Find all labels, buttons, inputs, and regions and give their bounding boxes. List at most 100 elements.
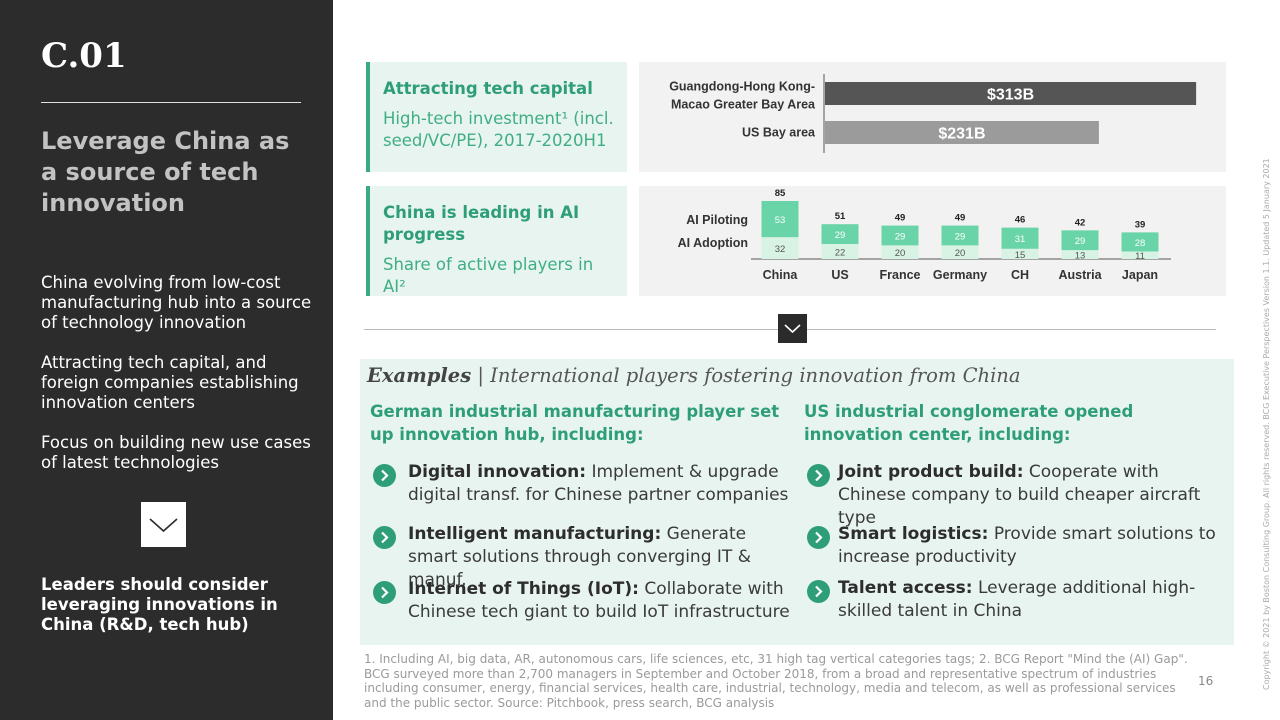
- item-bold: Digital innovation:: [408, 462, 587, 482]
- category-label: US Bay area: [742, 126, 816, 140]
- list-item-text: Smart logistics: Provide smart solutions…: [838, 523, 1224, 569]
- chevron-right-circle-icon: [373, 581, 396, 604]
- item-bold: Joint product build:: [838, 462, 1024, 482]
- bar-adoption: [761, 237, 799, 259]
- total-value-label: 49: [895, 213, 906, 224]
- adoption-value-label: 15: [1015, 250, 1026, 261]
- chevron-right-circle-icon: [807, 464, 830, 487]
- bar-adoption: [881, 245, 919, 259]
- list-item-text: Joint product build: Cooperate with Chin…: [838, 461, 1224, 530]
- bar-value-label: $231B: [938, 126, 985, 143]
- page-number: 16: [1198, 674, 1214, 688]
- bar-piloting: [1061, 230, 1099, 251]
- example-column-us: US industrial conglomerate opened innova…: [804, 400, 1224, 621]
- chevron-right-circle-icon: [373, 526, 396, 549]
- adoption-value-label: 11: [1135, 251, 1145, 262]
- piloting-value-label: 29: [835, 230, 846, 241]
- left-panel: C.01 Leverage China as a source of tech …: [0, 0, 333, 720]
- bar-adoption: [1061, 250, 1099, 259]
- stat-box-ai-progress: China is leading in AI progress Share of…: [366, 186, 627, 296]
- bar-adoption: [941, 245, 979, 259]
- list-item-text: Intelligent manufacturing: Generate smar…: [408, 523, 790, 592]
- bar-value-label: $313B: [987, 87, 1034, 104]
- example-heading: US industrial conglomerate opened innova…: [804, 402, 1134, 444]
- examples-title-text: International players fostering innovati…: [490, 364, 1021, 387]
- adoption-value-label: 20: [955, 248, 966, 259]
- bar: [825, 82, 1197, 105]
- item-text: Collaborate with Chinese tech giant to b…: [408, 579, 790, 622]
- bar-piloting: [941, 225, 979, 246]
- item-text: Provide smart solutions to increase prod…: [838, 524, 1216, 567]
- divider: [41, 102, 301, 103]
- legend-label-piloting: AI Piloting: [686, 213, 748, 227]
- bar-adoption: [1121, 251, 1159, 259]
- investment-chart-panel: $313B Guangdong-Hong Kong- Macao Greater B…: [639, 62, 1226, 172]
- item-bold: Talent access:: [838, 578, 973, 598]
- bar-piloting: [881, 225, 919, 246]
- bar-piloting: [761, 201, 799, 238]
- list-item-text: Internet of Things (IoT): Collaborate wi…: [408, 578, 790, 624]
- piloting-value-label: 29: [895, 231, 906, 242]
- chevron-right-circle-icon: [807, 526, 830, 549]
- legend-label-adoption: AI Adoption: [678, 236, 748, 250]
- adoption-value-label: 22: [835, 247, 846, 258]
- category-label: Japan: [1122, 268, 1158, 282]
- bar-piloting: [1121, 232, 1159, 252]
- item-text: Implement & upgrade digital transf. for …: [408, 462, 789, 505]
- item-text: Cooperate with Chinese company to build …: [838, 462, 1201, 528]
- category-label: Macao Greater Bay Area: [671, 98, 816, 112]
- key-point: Attracting tech capital, and foreign com…: [41, 353, 299, 412]
- section-code: C.01: [41, 36, 127, 76]
- bar-adoption: [1001, 248, 1039, 259]
- bar-piloting: [821, 224, 859, 244]
- item-text: Leverage additional high-skilled talent …: [838, 578, 1196, 621]
- category-label: Guangdong-Hong Kong-: [669, 80, 815, 94]
- total-value-label: 46: [1015, 215, 1026, 226]
- category-label: CH: [1011, 268, 1029, 282]
- examples-title-bold: Examples: [367, 364, 472, 387]
- piloting-value-label: 29: [1075, 236, 1086, 247]
- bar: [825, 121, 1099, 144]
- adoption-value-label: 20: [895, 248, 906, 259]
- conclusion-text: Leaders should consider leveraging innov…: [41, 575, 278, 634]
- page-title: Leverage China as a source of tech innov…: [41, 127, 290, 217]
- bar-piloting: [1001, 227, 1039, 249]
- examples-title: Examples | International players fosteri…: [367, 364, 1021, 387]
- total-value-label: 51: [835, 211, 846, 222]
- list-item-text: Digital innovation: Implement & upgrade …: [408, 461, 790, 507]
- piloting-value-label: 29: [955, 231, 966, 242]
- category-label: Austria: [1058, 268, 1102, 282]
- footnote: 1. Including AI, big data, AR, autonomou…: [364, 652, 1188, 710]
- chevron-down-icon[interactable]: [141, 502, 186, 547]
- piloting-value-label: 53: [775, 215, 786, 226]
- total-value-label: 42: [1075, 217, 1086, 228]
- stat-title: Attracting tech capital: [383, 79, 593, 98]
- item-bold: Smart logistics:: [838, 524, 989, 544]
- investment-bar-chart: $313B Guangdong-Hong Kong- Macao Greater B…: [669, 74, 1197, 153]
- example-column-german: German industrial manufacturing player s…: [370, 400, 790, 622]
- category-label: France: [880, 268, 921, 282]
- copyright-text: Copyright © 2021 by Boston Consulting Gr…: [1262, 158, 1271, 690]
- chevron-down-icon[interactable]: [778, 314, 807, 343]
- item-text: Generate smart solutions through converg…: [408, 524, 751, 590]
- list-item-text: Talent access: Leverage additional high-…: [838, 577, 1224, 623]
- examples-section: Examples | International players fosteri…: [360, 359, 1234, 645]
- total-value-label: 39: [1135, 219, 1146, 230]
- item-bold: Internet of Things (IoT):: [408, 579, 639, 599]
- chevron-right-circle-icon: [807, 580, 830, 603]
- ai-stacked-bar-chart: AI Piloting AI Adoption 32 53 85 China 22 29 51 U…: [678, 188, 1171, 282]
- ai-chart-panel: AI Piloting AI Adoption 32 53 85 China 22 29 51 U…: [639, 186, 1226, 296]
- stat-title: China is leading in AI progress: [383, 203, 580, 244]
- examples-title-separator: |: [477, 364, 491, 387]
- stat-subtitle: High-tech investment¹ (incl. seed/VC/PE)…: [383, 109, 614, 150]
- key-point: China evolving from low-cost manufacturi…: [41, 273, 312, 332]
- piloting-value-label: 31: [1015, 234, 1026, 245]
- stat-subtitle: Share of active players in AI²: [383, 255, 594, 296]
- item-bold: Intelligent manufacturing:: [408, 524, 662, 544]
- total-value-label: 85: [775, 188, 786, 199]
- chevron-right-circle-icon: [373, 464, 396, 487]
- category-label: US: [831, 268, 848, 282]
- example-heading: German industrial manufacturing player s…: [370, 402, 780, 444]
- category-label: Germany: [933, 268, 987, 282]
- key-point: Focus on building new use cases of lates…: [41, 433, 311, 472]
